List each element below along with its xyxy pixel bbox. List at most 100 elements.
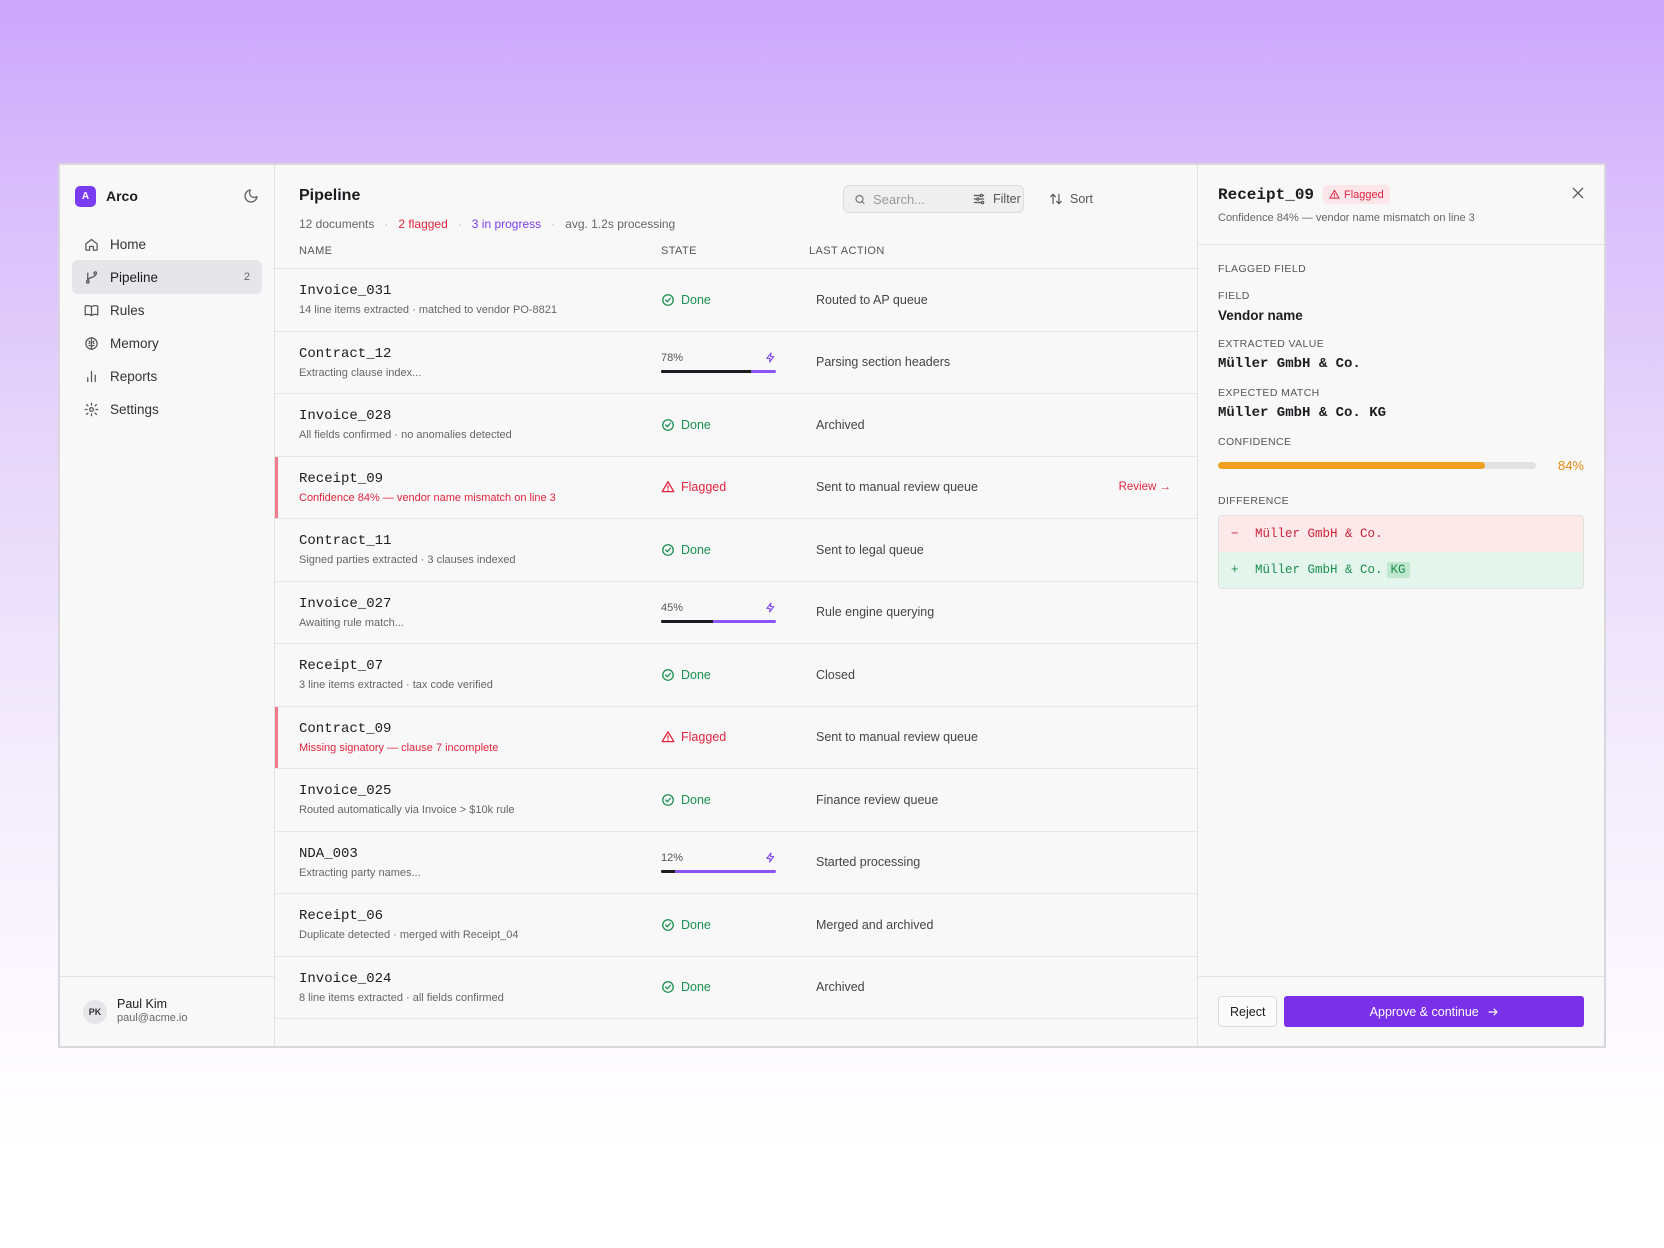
close-icon[interactable]: [1570, 185, 1586, 201]
panel-footer: Reject Approve & continue: [1198, 976, 1604, 1046]
table-row[interactable]: Contract_12 Extracting clause index... 78%…: [275, 332, 1197, 394]
sort-label: Sort: [1070, 192, 1093, 206]
document-table: Invoice_031 14 line items extracted · mat…: [275, 269, 1197, 1019]
progress-bar: [661, 869, 776, 873]
state-cell: Flagged: [661, 730, 816, 744]
state-cell: Done: [661, 668, 816, 682]
bolt-icon: [766, 852, 775, 863]
moon-icon[interactable]: [243, 188, 259, 204]
sidebar-item-reports[interactable]: Reports: [72, 359, 262, 393]
difference-label: DIFFERENCE: [1218, 495, 1290, 507]
state-cell: 45%: [661, 602, 816, 623]
sidebar-nav: Home Pipeline 2 Rules Memory Reports Settings: [60, 227, 274, 426]
sort-button[interactable]: Sort: [1049, 185, 1093, 213]
sidebar-item-pipeline[interactable]: Pipeline 2: [72, 260, 262, 294]
last-action: Routed to AP queue: [816, 292, 928, 307]
last-action: Finance review queue: [816, 792, 939, 807]
progress-label: 12%: [661, 851, 684, 864]
table-row[interactable]: Invoice_028 All fields confirmed · no ano…: [275, 394, 1197, 457]
extracted-value: Müller GmbH & Co.: [1218, 356, 1361, 372]
confidence-row: 84%: [1218, 458, 1584, 473]
state-label: Done: [681, 417, 711, 432]
document-summary: All fields confirmed · no anomalies dete…: [299, 429, 512, 442]
filter-button[interactable]: Filter: [972, 185, 1021, 213]
document-name: Receipt_09: [299, 470, 384, 487]
progress-indicator: 78%: [661, 352, 776, 373]
table-row[interactable]: Invoice_031 14 line items extracted · mat…: [275, 269, 1197, 332]
stat-in-progress: 3 in progress: [471, 217, 542, 231]
progress-label: 78%: [661, 351, 684, 364]
confidence-value: 84%: [1557, 458, 1584, 473]
document-summary: Signed parties extracted · 3 clauses ind…: [299, 554, 516, 567]
panel-subtitle: Confidence 84% — vendor name mismatch on…: [1218, 212, 1475, 224]
state-label: Done: [681, 917, 711, 932]
table-row[interactable]: Contract_09 Missing signatory — clause 7 …: [275, 706, 1197, 769]
table-row[interactable]: Invoice_027 Awaiting rule match... 45% Rule…: [275, 582, 1197, 644]
sidebar-item-label: Settings: [110, 401, 159, 417]
diff-added-line: + Müller GmbH & Co. KG: [1219, 552, 1583, 588]
column-header-name[interactable]: NAME: [299, 245, 333, 257]
progress-bar: [661, 619, 776, 623]
document-name: Invoice_031: [299, 283, 392, 300]
expected-match-value: Müller GmbH & Co. KG: [1218, 405, 1387, 421]
branch-icon: [85, 270, 98, 284]
document-summary: Missing signatory — clause 7 incomplete: [299, 741, 499, 754]
brand-name: Arco: [106, 188, 138, 204]
document-summary: Awaiting rule match...: [299, 616, 404, 629]
stat-flagged: 2 flagged: [398, 217, 448, 231]
column-header-state[interactable]: STATE: [661, 245, 697, 257]
table-row[interactable]: Receipt_06 Duplicate detected · merged wi…: [275, 894, 1197, 957]
sidebar-item-memory[interactable]: Memory: [72, 326, 262, 360]
field-value: Vendor name: [1218, 308, 1303, 323]
brand-logo: A: [75, 185, 96, 207]
column-header-last-action[interactable]: LAST ACTION: [809, 245, 885, 257]
stat-documents: 12 documents: [299, 217, 375, 231]
sidebar-item-settings[interactable]: Settings: [72, 392, 262, 426]
user-profile[interactable]: PK Paul Kim paul@acme.io: [60, 976, 274, 1046]
review-link[interactable]: Review →: [1118, 481, 1171, 494]
document-name: Contract_11: [299, 533, 392, 550]
warning-icon: [1329, 189, 1340, 199]
sliders-icon: [973, 193, 985, 205]
state-done: Done: [661, 418, 711, 432]
last-action: Archived: [816, 980, 865, 995]
check-circle-icon: [662, 293, 674, 306]
state-flagged: Flagged: [661, 480, 726, 494]
stat-separator: ·: [384, 217, 389, 231]
table-row[interactable]: Invoice_025 Routed automatically via Invo…: [275, 769, 1197, 832]
document-name: Contract_12: [299, 345, 392, 362]
status-badge-label: Flagged: [1344, 188, 1384, 201]
pipeline-stats: 12 documents · 2 flagged · 3 in progress…: [299, 217, 1173, 231]
diff-view: − Müller GmbH & Co. + Müller GmbH & Co. …: [1218, 515, 1584, 589]
progress-bar-fill: [661, 369, 751, 373]
bolt-icon: [766, 352, 775, 363]
table-row[interactable]: Receipt_07 3 line items extracted · tax c…: [275, 644, 1197, 707]
table-row[interactable]: Contract_11 Signed parties extracted · 3 …: [275, 519, 1197, 582]
state-done: Done: [661, 793, 711, 807]
document-name: Invoice_025: [299, 783, 392, 800]
brand: A Arco: [60, 165, 274, 227]
expected-match-label: EXPECTED MATCH: [1218, 387, 1320, 399]
sidebar-item-label: Rules: [110, 302, 145, 318]
sidebar-item-label: Pipeline: [110, 269, 159, 285]
state-done: Done: [661, 980, 711, 994]
reject-button[interactable]: Reject: [1218, 996, 1278, 1027]
state-done: Done: [661, 293, 711, 307]
state-cell: Done: [661, 918, 816, 932]
check-circle-icon: [662, 981, 674, 994]
table-row[interactable]: NDA_003 Extracting party names... 12% Start…: [275, 832, 1197, 894]
home-icon: [85, 238, 98, 251]
approve-button[interactable]: Approve & continue: [1284, 996, 1584, 1027]
table-row[interactable]: Receipt_09 Confidence 84% — vendor name m…: [275, 456, 1197, 519]
check-circle-icon: [662, 793, 674, 806]
sidebar-item-rules[interactable]: Rules: [72, 293, 262, 327]
sidebar-item-home[interactable]: Home: [72, 227, 262, 261]
table-row[interactable]: Invoice_024 8 line items extracted · all …: [275, 957, 1197, 1019]
state-flagged: Flagged: [661, 730, 726, 744]
document-name: Receipt_06: [299, 908, 384, 925]
last-action: Merged and archived: [816, 917, 934, 932]
state-label: Done: [681, 667, 711, 682]
state-cell: Done: [661, 543, 816, 557]
last-action: Parsing section headers: [816, 355, 951, 370]
progress-indicator: 12%: [661, 852, 776, 873]
